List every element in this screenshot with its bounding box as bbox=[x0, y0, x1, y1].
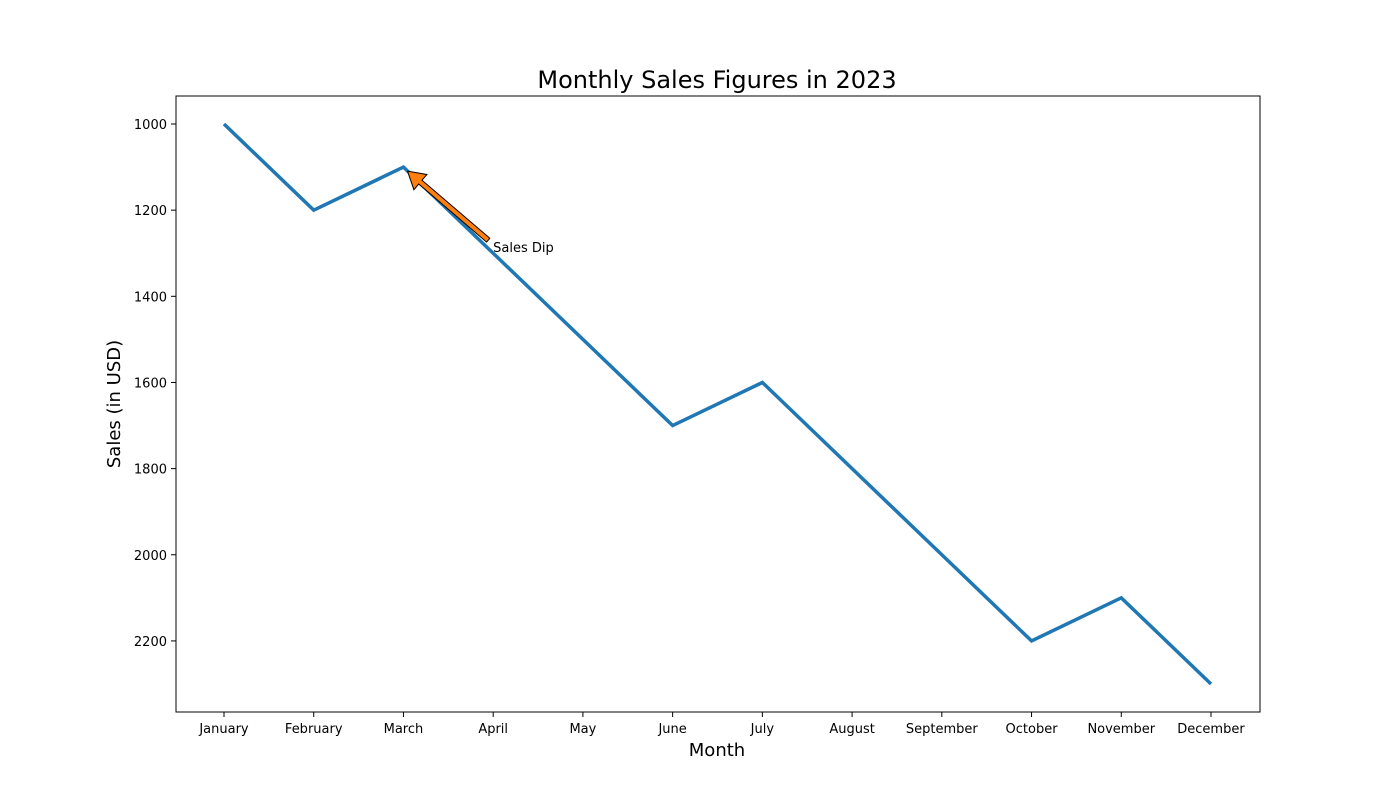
x-tick-label: October bbox=[1006, 722, 1059, 737]
plot-frame bbox=[175, 95, 1261, 713]
y-tick-label: 1800 bbox=[134, 463, 167, 478]
x-tick-label: May bbox=[569, 722, 596, 737]
x-tick-label: June bbox=[657, 722, 686, 737]
x-tick-label: April bbox=[478, 722, 508, 737]
annotation-text: Sales Dip bbox=[493, 241, 554, 256]
y-tick-label: 2200 bbox=[134, 635, 167, 650]
annotation: Sales Dip bbox=[406, 170, 554, 256]
x-tick-label: March bbox=[384, 722, 424, 737]
series-line bbox=[222, 122, 1213, 686]
series-layer bbox=[222, 122, 1213, 686]
x-tick-label: February bbox=[285, 722, 343, 737]
y-tick-label: 1600 bbox=[134, 376, 167, 391]
x-axis: January February March April May June July Augu… bbox=[198, 712, 1245, 737]
y-axis-title: Sales (in USD) bbox=[104, 340, 125, 468]
x-tick-label: December bbox=[1177, 722, 1245, 737]
x-tick-label: January bbox=[198, 722, 249, 737]
chart-title: Monthly Sales Figures in 2023 bbox=[537, 66, 896, 94]
y-axis: 1000 1200 1400 1600 1800 2000 2200 bbox=[134, 118, 176, 650]
x-tick-label: September bbox=[906, 722, 979, 737]
annotation-arrow bbox=[406, 170, 491, 243]
x-tick-label: August bbox=[829, 722, 875, 737]
y-tick-label: 1000 bbox=[134, 118, 167, 133]
y-tick-label: 1200 bbox=[134, 204, 167, 219]
y-tick-label: 2000 bbox=[134, 549, 167, 564]
y-tick-label: 1400 bbox=[134, 290, 167, 305]
x-axis-title: Month bbox=[689, 740, 745, 761]
x-tick-label: July bbox=[750, 722, 775, 737]
x-tick-label: November bbox=[1087, 722, 1155, 737]
